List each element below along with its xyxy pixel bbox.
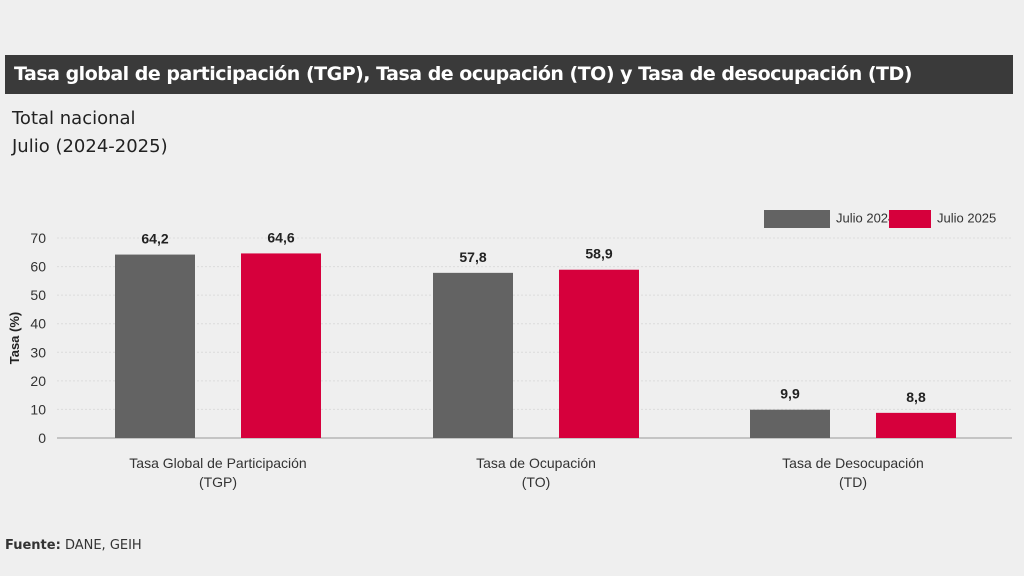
legend-item-2024: Julio 2024 <box>764 210 895 228</box>
legend-swatch-2024 <box>764 210 830 228</box>
source-text: DANE, GEIH <box>64 538 142 553</box>
source-label: Fuente: <box>5 538 61 553</box>
title-bar: Tasa global de participación (TGP), Tasa… <box>5 55 1013 94</box>
data-label: 8,8 <box>906 389 926 405</box>
y-axis-label: Tasa (%) <box>7 312 22 365</box>
x-category-label: (TD) <box>839 474 867 490</box>
x-category-label: Tasa de Desocupación <box>782 455 924 471</box>
bar <box>559 269 639 438</box>
x-category-label: (TO) <box>522 474 551 490</box>
y-tick-label: 30 <box>30 344 46 360</box>
x-category-label: (TGP) <box>199 474 237 490</box>
bar <box>750 409 830 438</box>
subtitle-period: Julio (2024-2025) <box>12 136 168 157</box>
y-tick-label: 50 <box>30 287 46 303</box>
y-tick-label: 60 <box>30 259 46 275</box>
y-tick-label: 20 <box>30 373 46 389</box>
legend-swatch-2025 <box>889 210 931 228</box>
y-tick-label: 0 <box>38 430 46 446</box>
bar <box>433 272 513 438</box>
bar <box>115 254 195 438</box>
data-label: 64,6 <box>267 229 294 245</box>
data-label: 57,8 <box>459 249 486 265</box>
source-note: Fuente: DANE, GEIH <box>5 538 142 553</box>
bar <box>876 412 956 438</box>
legend-label-2024: Julio 2024 <box>836 210 896 226</box>
bar-chart: 0 10 20 30 40 50 60 70 Tasa (%) 64,2 57,8 9,9 64,6 58… <box>7 229 1012 490</box>
legend-label-2025: Julio 2025 <box>937 210 997 226</box>
data-label: 64,2 <box>141 231 168 247</box>
y-tick-label: 40 <box>30 316 46 332</box>
data-label: 58,9 <box>585 246 612 262</box>
y-tick-label: 10 <box>30 401 46 417</box>
y-tick-label: 70 <box>30 230 46 246</box>
x-category-label: Tasa de Ocupación <box>476 455 596 471</box>
data-label: 9,9 <box>780 386 800 402</box>
subtitle-scope: Total nacional <box>12 108 136 129</box>
chart-title: Tasa global de participación (TGP), Tasa… <box>14 63 912 85</box>
x-category-label: Tasa Global de Participación <box>129 455 306 471</box>
bar <box>241 253 321 438</box>
legend-item-2025: Julio 2025 <box>889 210 996 228</box>
